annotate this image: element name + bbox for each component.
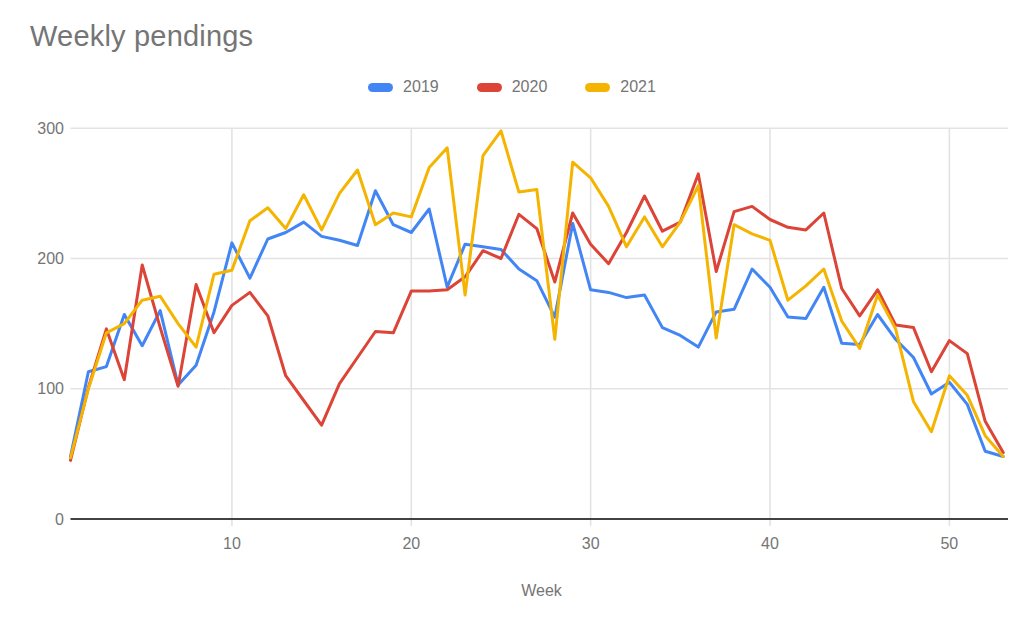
series-line-2021 xyxy=(71,131,1004,458)
y-tick-label-200: 200 xyxy=(37,250,64,267)
x-tick-label-50: 50 xyxy=(940,535,958,552)
x-tick-label-30: 30 xyxy=(582,535,600,552)
chart-container: Weekly pendings 2019 2020 2021 010020030… xyxy=(0,0,1024,630)
y-tick-label-300: 300 xyxy=(37,120,64,137)
x-axis-title: Week xyxy=(75,582,1008,600)
x-tick-label-40: 40 xyxy=(761,535,779,552)
x-tick-label-10: 10 xyxy=(223,535,241,552)
series-line-2020 xyxy=(71,174,1004,461)
y-tick-label-0: 0 xyxy=(55,511,64,528)
y-tick-label-100: 100 xyxy=(37,380,64,397)
chart-plot-area[interactable]: 0 100 200 300 10 20 30 40 50 xyxy=(0,0,1024,630)
x-tick-label-20: 20 xyxy=(402,535,420,552)
